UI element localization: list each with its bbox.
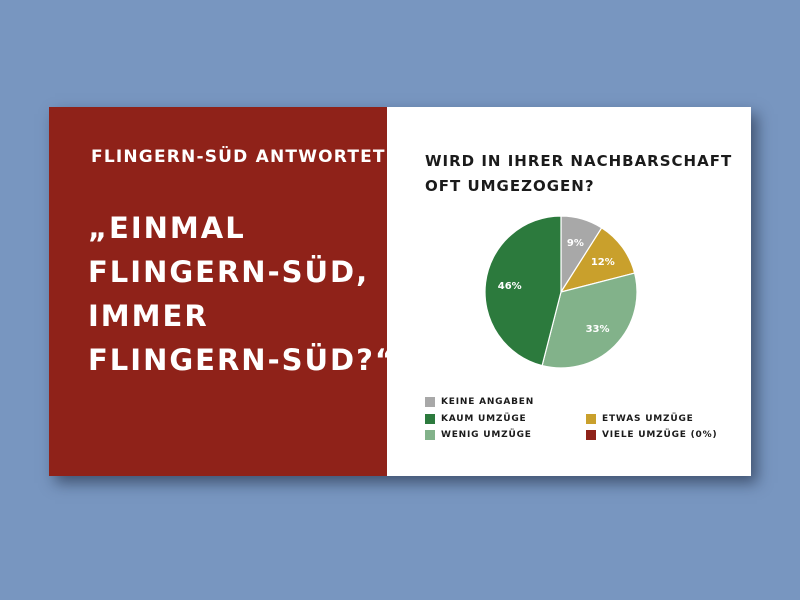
legend-swatch (425, 430, 435, 440)
pie-slice-label: 46% (498, 281, 522, 292)
quote-line: FLINGERN-SÜD, (88, 255, 370, 289)
legend-item: KAUM UMZÜGE (425, 414, 527, 424)
legend-label: VIELE UMZÜGE (0%) (602, 430, 718, 440)
quote-line: FLINGERN-SÜD?“ (88, 343, 396, 377)
quote-line: IMMER (88, 299, 209, 333)
legend-label: ETWAS UMZÜGE (602, 414, 694, 424)
pie-slice-label: 33% (586, 324, 610, 335)
legend-swatch (586, 414, 596, 424)
legend-item: VIELE UMZÜGE (0%) (586, 430, 717, 440)
legend-swatch (425, 397, 435, 407)
legend-item: WENIG UMZÜGE (425, 430, 532, 440)
chart-title: WIRD IN IHRER NACHBARSCHAFT OFT UMGEZOGE… (425, 149, 732, 199)
chart-panel: WIRD IN IHRER NACHBARSCHAFT OFT UMGEZOGE… (387, 107, 751, 476)
panel-kicker: FLINGERN-SÜD ANTWORTET (91, 147, 386, 167)
quote-panel: FLINGERN-SÜD ANTWORTET „EINMAL FLINGERN-… (49, 107, 394, 476)
chart-title-line: WIRD IN IHRER NACHBARSCHAFT (425, 152, 733, 170)
legend-label: KAUM UMZÜGE (441, 414, 527, 424)
pie-slice-label: 12% (591, 257, 615, 268)
quote-line: „EINMAL (88, 211, 246, 245)
infographic-card: FLINGERN-SÜD ANTWORTET „EINMAL FLINGERN-… (49, 107, 751, 476)
pie-slice (541, 272, 638, 369)
chart-title-line: OFT UMGEZOGEN? (425, 177, 595, 195)
legend-swatch (425, 414, 435, 424)
legend-item: KEINE ANGABEN (425, 397, 534, 407)
pie-slice (484, 215, 562, 367)
legend-label: KEINE ANGABEN (441, 397, 535, 407)
pie-slice-label: 9% (567, 238, 584, 249)
pie-chart: 9% 12% 33% 46% (484, 215, 638, 369)
headline-quote: „EINMAL FLINGERN-SÜD, IMMER FLINGERN-SÜD… (88, 206, 396, 382)
legend-label: WENIG UMZÜGE (441, 430, 532, 440)
legend-item: ETWAS UMZÜGE (586, 414, 694, 424)
legend-swatch (586, 430, 596, 440)
